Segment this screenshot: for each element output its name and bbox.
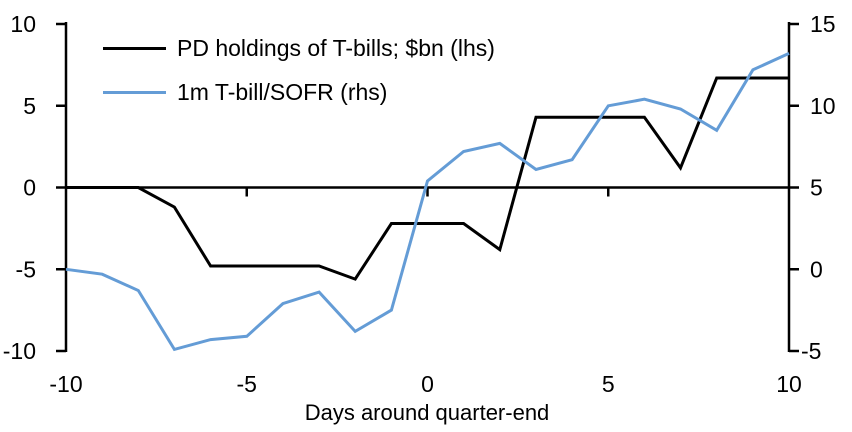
x-axis-tick-label: 5 [602, 371, 615, 397]
legend-line-sample-black [103, 46, 166, 50]
right-axis-tick-label: -5 [801, 338, 821, 364]
x-axis-tick-label: -5 [237, 371, 257, 397]
right-axis-tick-label: 5 [810, 175, 823, 201]
series-line-tbill-sofr [65, 52, 790, 352]
series-line-pd-holdings [66, 76, 789, 281]
legend-line-sample-blue [103, 90, 166, 94]
x-axis-title: Days around quarter-end [305, 400, 550, 425]
left-axis-tick-label: 5 [23, 93, 36, 119]
legend: PD holdings of T-bills; $bn (lhs) 1m T-b… [103, 26, 495, 114]
legend-item-pd-holdings: PD holdings of T-bills; $bn (lhs) [103, 26, 495, 70]
right-axis-tick-label: 15 [810, 11, 836, 37]
right-axis-tick-label: 0 [810, 256, 823, 282]
legend-item-tbill-sofr: 1m T-bill/SOFR (rhs) [103, 70, 495, 114]
legend-label-tbill-sofr: 1m T-bill/SOFR (rhs) [177, 78, 388, 105]
left-axis-tick-label: -10 [3, 338, 36, 364]
left-axis-tick-label: 10 [10, 11, 36, 37]
right-axis-tick-label: 10 [810, 93, 836, 119]
x-axis-tick-label: 10 [776, 371, 802, 397]
left-axis-tick-label: 0 [23, 175, 36, 201]
left-axis-tick-label: -5 [16, 256, 36, 282]
x-axis-tick-label: -10 [49, 371, 82, 397]
legend-label-pd-holdings: PD holdings of T-bills; $bn (lhs) [177, 34, 495, 61]
x-axis-tick-label: 0 [421, 371, 434, 397]
